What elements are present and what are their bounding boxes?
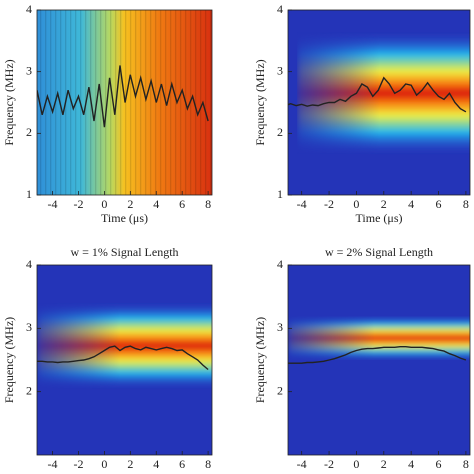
ridge-line — [288, 76, 467, 113]
y-axis-label: Frequency (MHz) — [253, 317, 267, 403]
x-tick-label: 6 — [436, 197, 442, 211]
y-tick-label: 2 — [277, 125, 283, 139]
x-tick-label: -4 — [297, 457, 307, 471]
y-tick-label: 2 — [26, 125, 32, 139]
x-tick-label: 6 — [436, 457, 442, 471]
x-tick-label: 8 — [463, 457, 469, 471]
spectrogram-band — [297, 32, 470, 155]
y-tick-label: 2 — [26, 383, 32, 397]
plot-area — [37, 10, 212, 195]
x-tick-label: 4 — [408, 197, 414, 211]
axes-frame — [36, 264, 213, 456]
x-axis-label: Time (μs) — [101, 211, 148, 225]
x-tick-label: -2 — [73, 457, 83, 471]
plot-area — [288, 10, 470, 195]
x-tick-label: 0 — [101, 197, 107, 211]
x-tick-label: -4 — [48, 197, 58, 211]
x-tick-label: 4 — [153, 457, 159, 471]
y-tick-label: 3 — [277, 320, 283, 334]
x-tick-label: 0 — [101, 457, 107, 471]
x-tick-label: -4 — [48, 457, 58, 471]
x-tick-label: 2 — [127, 197, 133, 211]
plot-area — [288, 265, 470, 455]
x-tick-label: 4 — [153, 197, 159, 211]
x-tick-label: 2 — [381, 457, 387, 471]
x-tick-label: -2 — [324, 197, 334, 211]
y-axis-label: Frequency (MHz) — [2, 317, 16, 403]
x-tick-label: 2 — [381, 197, 387, 211]
y-tick-label: 3 — [26, 320, 32, 334]
y-tick-label: 4 — [26, 257, 32, 271]
x-tick-label: 8 — [205, 197, 211, 211]
ridge-line — [37, 65, 209, 128]
x-tick-label: -4 — [297, 197, 307, 211]
x-tick-label: 4 — [408, 457, 414, 471]
x-tick-label: 6 — [179, 197, 185, 211]
y-tick-label: 4 — [277, 2, 283, 16]
y-tick-label: 3 — [277, 63, 283, 77]
y-tick-label: 3 — [26, 63, 32, 77]
spectrogram-band — [288, 316, 470, 360]
y-tick-label: 4 — [26, 2, 32, 16]
plot-area — [37, 265, 212, 455]
x-tick-label: 8 — [463, 197, 469, 211]
ridge-line — [288, 346, 467, 364]
y-axis-label: Frequency (MHz) — [2, 59, 16, 145]
axes-frame — [287, 264, 471, 456]
chart-title: w = 2% Signal Length — [325, 245, 433, 259]
x-axis-label: Time (μs) — [356, 211, 403, 225]
y-tick-label: 1 — [277, 187, 283, 201]
y-axis-label: Frequency (MHz) — [253, 59, 267, 145]
spectrogram-band — [37, 303, 212, 389]
x-tick-label: 6 — [179, 457, 185, 471]
y-tick-label: 2 — [277, 383, 283, 397]
x-tick-label: 2 — [127, 457, 133, 471]
x-tick-label: -2 — [324, 457, 334, 471]
y-tick-label: 1 — [26, 187, 32, 201]
x-tick-label: -2 — [73, 197, 83, 211]
axes-frame — [287, 9, 471, 196]
chart-title: w = 1% Signal Length — [70, 245, 178, 259]
x-tick-label: 8 — [205, 457, 211, 471]
y-tick-label: 4 — [277, 257, 283, 271]
x-tick-label: 0 — [353, 457, 359, 471]
x-tick-label: 0 — [353, 197, 359, 211]
axes-frame — [36, 9, 213, 196]
ridge-line — [37, 345, 209, 371]
